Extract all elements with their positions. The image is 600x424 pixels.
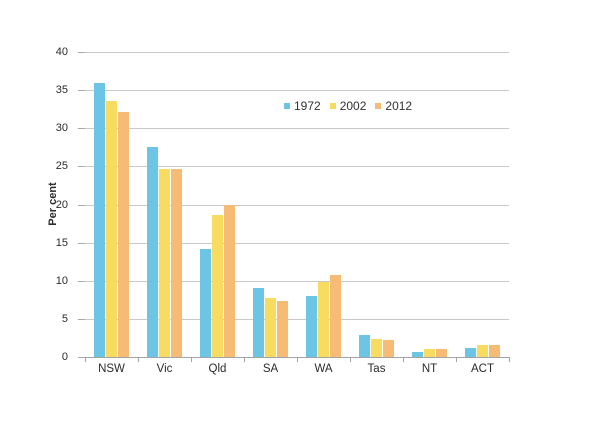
gridline-5 [85,318,509,320]
bar-group-qld [191,52,244,357]
y-tick-30 [78,128,85,130]
bar-2012-nt [436,349,447,357]
x-category-label-qld: Qld [208,363,227,375]
legend-swatch-2012 [375,103,382,109]
gridline-10 [85,280,509,282]
bar-2002-act [477,344,488,357]
y-tick-20 [78,204,85,206]
x-category-label-wa: WA [314,363,333,375]
bar-1972-qld [200,248,211,357]
x-axis-line [85,357,510,358]
y-tick-35 [78,90,85,92]
x-tick-5 [350,358,351,362]
bar-group-vic [138,52,191,357]
bar-2002-qld [212,215,223,357]
bar-2002-vic [159,169,170,357]
y-tick-label-0: 0 [61,351,68,363]
bar-1972-nt [412,352,423,357]
legend-swatch-1972 [284,103,290,109]
bar-1972-wa [306,296,317,357]
bar-2012-wa [330,275,341,357]
bar-2012-tas [383,340,394,357]
x-tick-0 [85,358,86,362]
legend-label-2012: 2012 [385,99,413,113]
bar-group-nsw [85,52,138,357]
bar-2002-nt [424,349,435,357]
x-category-label-vic: Vic [156,363,173,375]
x-category-label-nsw: NSW [98,363,125,375]
legend-label-2002: 2002 [339,99,367,113]
x-tick-6 [403,358,404,362]
x-tick-1 [138,358,139,362]
bar-2012-nsw [118,112,129,357]
y-tick-label-10: 10 [55,274,68,287]
x-tick-3 [244,358,245,362]
bar-2002-sa [265,298,276,357]
gridline-25 [85,166,509,168]
y-tick-label-35: 35 [55,84,68,97]
x-tick-8 [509,358,510,362]
bar-2012-vic [171,168,182,357]
x-tick-2 [191,358,192,362]
y-tick-5 [78,318,85,320]
gridline-20 [85,204,509,206]
x-category-label-nt: NT [421,363,438,375]
bar-1972-act [465,347,476,357]
y-tick-label-40: 40 [55,46,68,58]
x-category-label-act: ACT [471,363,494,375]
legend-item-2002: 2002 [329,99,367,113]
y-tick-15 [78,242,85,244]
plot-area [85,52,509,357]
y-tick-40 [78,52,85,53]
x-category-label-sa: SA [262,363,279,375]
y-tick-label-5: 5 [61,312,68,325]
bar-1972-tas [359,334,370,357]
bar-group-act [456,52,509,357]
bar-2012-sa [277,301,288,357]
gridline-15 [85,242,509,244]
bar-2002-nsw [106,100,117,357]
gridline-30 [85,128,509,130]
bar-2002-wa [318,282,329,357]
legend: 1972 2002 2012 [284,99,412,113]
y-tick-label-15: 15 [55,236,68,249]
x-category-label-tas: Tas [367,363,386,375]
x-tick-7 [456,358,457,362]
bar-2012-qld [224,204,235,357]
y-tick-25 [78,166,85,168]
legend-item-2012: 2012 [375,99,412,113]
bar-1972-nsw [94,82,105,357]
gridline-35 [85,90,509,92]
y-tick-label-25: 25 [55,160,68,173]
legend-swatch-2002 [329,103,336,109]
x-tick-4 [297,358,298,362]
y-tick-label-30: 30 [55,122,68,135]
bar-2012-act [489,344,500,357]
bar-group-nt [403,52,456,357]
bar-group-sa [244,52,297,357]
bar-group-tas [350,52,403,357]
bar-2002-tas [371,338,382,357]
y-tick-label-20: 20 [55,198,68,211]
bar-1972-vic [147,147,158,357]
legend-item-1972: 1972 [284,99,321,113]
gridline-40 [85,52,509,53]
legend-label-1972: 1972 [294,99,321,113]
bar-group-wa [297,52,350,357]
y-tick-0 [78,357,85,358]
y-tick-10 [78,280,85,282]
bar-1972-sa [253,288,264,357]
